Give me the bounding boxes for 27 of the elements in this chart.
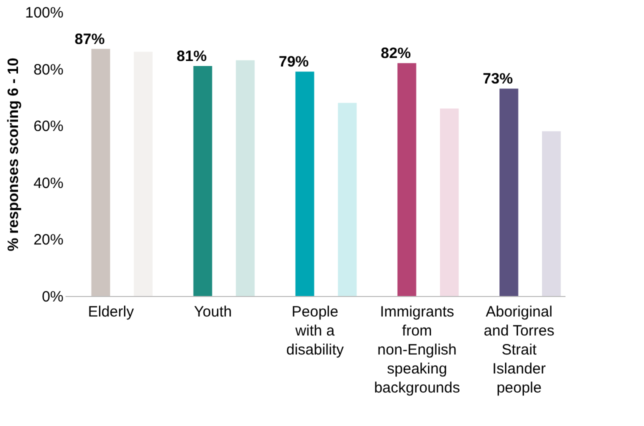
y-axis-title: % responses scoring 6 - 10	[5, 58, 22, 252]
data-label: 81%	[176, 48, 207, 65]
bar	[236, 60, 255, 296]
bar	[542, 131, 561, 296]
data-label: 82%	[380, 45, 411, 62]
y-tick-label: 40%	[33, 174, 64, 192]
bar	[193, 66, 212, 296]
bar	[338, 102, 357, 296]
y-tick-label: 60%	[33, 118, 64, 136]
x-tick-label: Youth	[194, 304, 232, 320]
y-tick-label: 100%	[25, 4, 64, 22]
bar	[440, 108, 459, 296]
data-label: 79%	[278, 54, 309, 71]
x-tick-label: People with a disability	[286, 304, 344, 358]
bar	[134, 52, 153, 296]
x-tick-label: Immigrants from non-English speaking backgrounds	[374, 304, 460, 396]
y-tick-label: 20%	[33, 232, 64, 249]
data-label: 73%	[482, 70, 513, 88]
x-tick-label: Elderly	[88, 304, 134, 320]
bar	[91, 48, 110, 296]
bar	[295, 72, 314, 296]
y-tick-label: 0%	[42, 288, 64, 306]
y-tick-label: 80%	[33, 61, 64, 78]
bar	[397, 63, 416, 296]
x-tick-label: Aboriginal and Torres Strait Islander people	[484, 304, 554, 396]
data-label: 87%	[74, 30, 105, 48]
bar	[499, 88, 518, 296]
